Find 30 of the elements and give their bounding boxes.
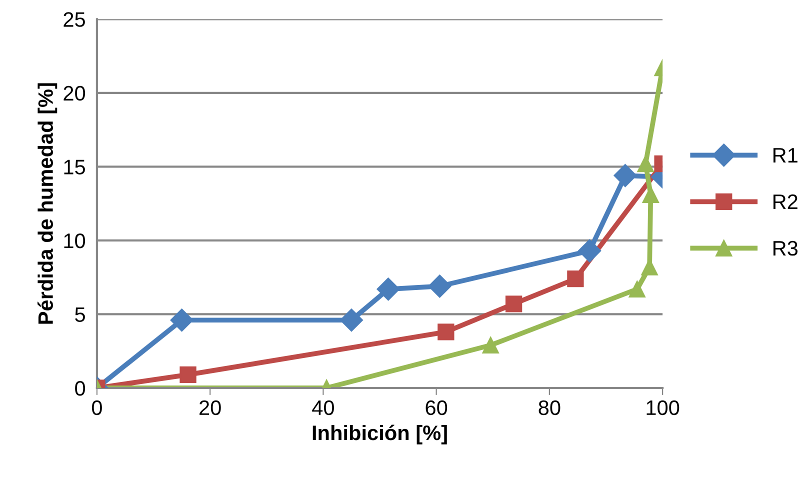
y-tick-label: 10 [64, 233, 86, 248]
point [614, 164, 637, 188]
point [642, 186, 660, 204]
x-axis-title: Inhibición [%] [312, 424, 447, 444]
y-axis-title: Pérdida de humedad [%] [38, 83, 58, 324]
point [637, 155, 654, 172]
point [482, 336, 499, 354]
point [170, 308, 194, 332]
y-tick-label: 20 [64, 86, 86, 101]
point [438, 324, 454, 340]
x-tick-label: 0 [92, 400, 102, 416]
legend-label: R1 [774, 148, 798, 162]
point [428, 274, 452, 298]
point [628, 280, 646, 298]
y-tick-label: 5 [75, 307, 85, 322]
x-tick-label: 60 [426, 400, 448, 416]
legend-label: R2 [774, 194, 798, 209]
point [567, 270, 584, 288]
y-tick-label: 25 [64, 12, 85, 27]
x-tick-label: 80 [538, 400, 560, 416]
x-tick-label: 20 [200, 400, 221, 416]
y-tick-label: 0 [75, 380, 86, 396]
point [376, 278, 400, 301]
x-tick-label: 100 [646, 400, 680, 416]
point [505, 296, 522, 312]
legend-label: R3 [774, 240, 798, 256]
x-tick-label: 40 [312, 400, 334, 416]
point [578, 239, 602, 262]
y-tick-label: 15 [64, 160, 85, 174]
point [180, 366, 196, 384]
